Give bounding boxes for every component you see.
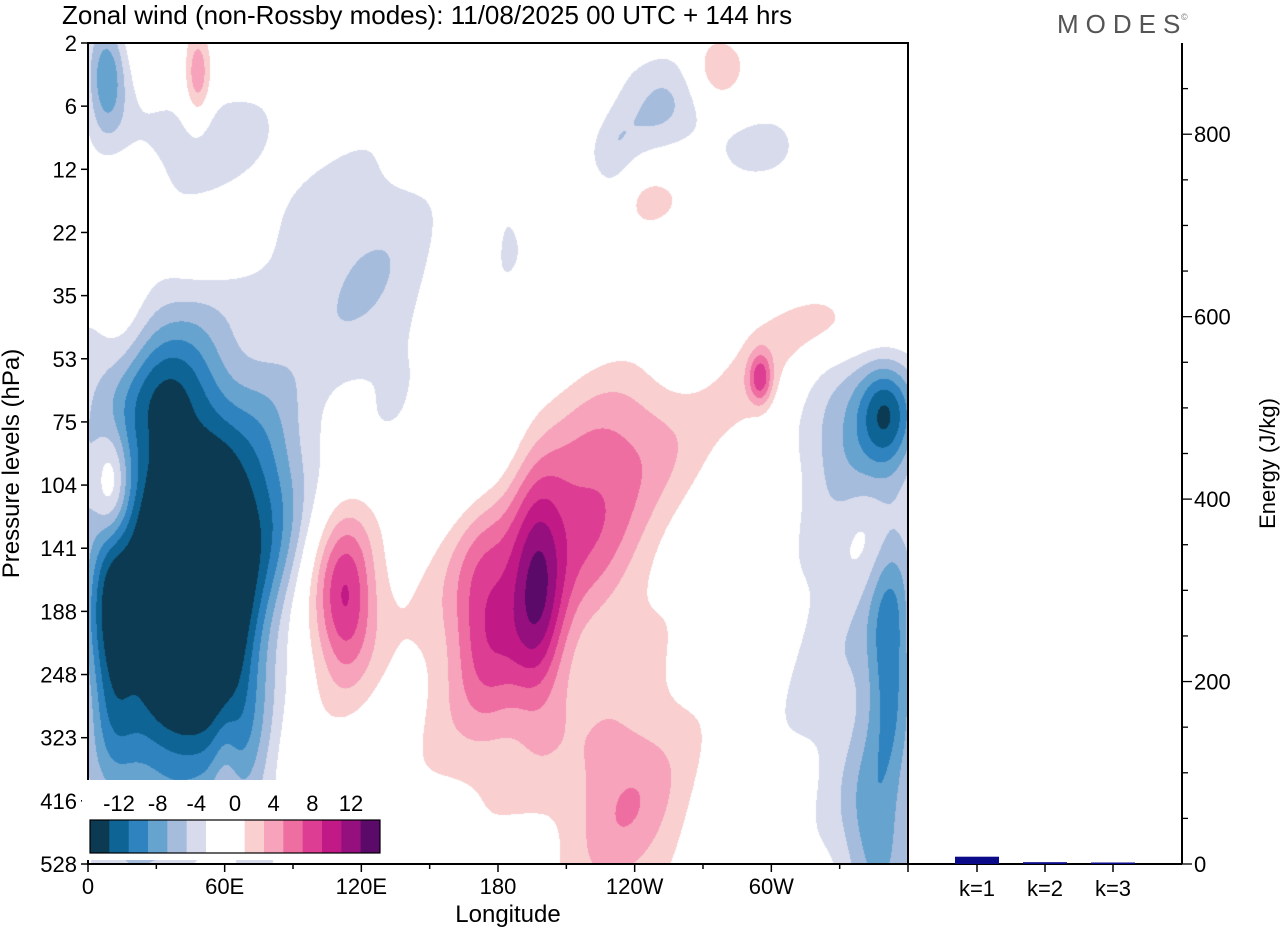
- wind-field-image: [88, 43, 908, 864]
- colorbar-frame: [89, 819, 381, 854]
- x-axis-label: Longitude: [455, 901, 560, 928]
- y-tick-label: 22: [53, 220, 77, 245]
- x-tick-label: 120W: [606, 874, 664, 899]
- y-tick-label: 416: [40, 789, 77, 814]
- y-tick-label: 188: [40, 599, 77, 624]
- y-tick-label: 104: [40, 473, 77, 498]
- energy-category-label: k=3: [1095, 876, 1131, 901]
- copyright-mark: ©: [1181, 12, 1188, 22]
- colorbar-label: -12: [103, 791, 135, 816]
- colorbar-swatch: [341, 820, 362, 853]
- colorbar-swatch: [186, 820, 207, 853]
- energy-category-label: k=1: [959, 876, 995, 901]
- x-tick-label: 120E: [336, 874, 387, 899]
- colorbar-swatch: [109, 820, 130, 853]
- energy-tick-label: 600: [1194, 305, 1231, 330]
- y-axis: 2 6 12 22 35 53 75 104 141 188 248 323 416 528: [40, 31, 88, 877]
- wind-field-canvas: [88, 43, 908, 864]
- y-tick-label: 6: [65, 94, 77, 119]
- energy-tick-label: 800: [1194, 122, 1231, 147]
- colorbar-swatch: [167, 820, 188, 853]
- colorbar-label: 0: [229, 791, 241, 816]
- x-axis: 0 60E 120E 180 120W 60W: [82, 864, 909, 899]
- colorbar-label: -4: [187, 791, 207, 816]
- energy-bar: [1023, 862, 1067, 864]
- x-tick-label: 180: [480, 874, 517, 899]
- energy-category-label: k=2: [1027, 876, 1063, 901]
- energy-panel: 0 200 400 600 800 k=1 k=2 k=3: [908, 43, 1231, 901]
- wind-field-layer: [88, 43, 908, 864]
- energy-tick-label: 400: [1194, 487, 1231, 512]
- chart-title: Zonal wind (non-Rossby modes): 11/08/202…: [62, 0, 793, 30]
- y-axis-label: Pressure levels (hPa): [0, 349, 25, 578]
- colorbar-label: 4: [268, 791, 280, 816]
- brand-logo-text: MODES: [1057, 9, 1188, 39]
- y-tick-label: 75: [53, 410, 77, 435]
- y-tick-label: 248: [40, 663, 77, 688]
- energy-axis-label: Energy (J/kg): [1255, 398, 1280, 529]
- energy-bar: [1091, 862, 1135, 864]
- y-tick-label: 528: [40, 852, 77, 877]
- y-tick-label: 53: [53, 347, 77, 372]
- y-tick-label: 2: [65, 31, 77, 56]
- colorbar-label: 12: [339, 791, 363, 816]
- colorbar-swatch: [322, 820, 342, 853]
- y-tick-label: 141: [40, 536, 77, 561]
- colorbar-swatch: [360, 820, 381, 853]
- energy-tick-label: 200: [1194, 670, 1231, 695]
- colorbar-swatch: [225, 820, 246, 853]
- y-tick-label: 323: [40, 726, 77, 751]
- colorbar-swatch: [206, 820, 226, 853]
- colorbar-swatch: [283, 820, 304, 853]
- x-tick-label: 0: [82, 874, 94, 899]
- colorbar-swatch: [90, 820, 110, 853]
- colorbar-swatch: [128, 820, 149, 853]
- colorbar-swatch: [264, 820, 284, 853]
- energy-bar: [955, 856, 999, 864]
- colorbar-swatch: [148, 820, 168, 853]
- x-tick-label: 60E: [205, 874, 244, 899]
- colorbar-swatch: [244, 820, 265, 853]
- y-tick-label: 35: [53, 284, 77, 309]
- colorbar: -12 -8 -4 0 4 8 12: [82, 780, 384, 860]
- x-tick-label: 60W: [749, 874, 794, 899]
- colorbar-swatch: [302, 820, 323, 853]
- colorbar-label: 8: [306, 791, 318, 816]
- energy-tick-label: 0: [1194, 852, 1206, 877]
- colorbar-label: -8: [148, 791, 168, 816]
- y-tick-label: 12: [53, 157, 77, 182]
